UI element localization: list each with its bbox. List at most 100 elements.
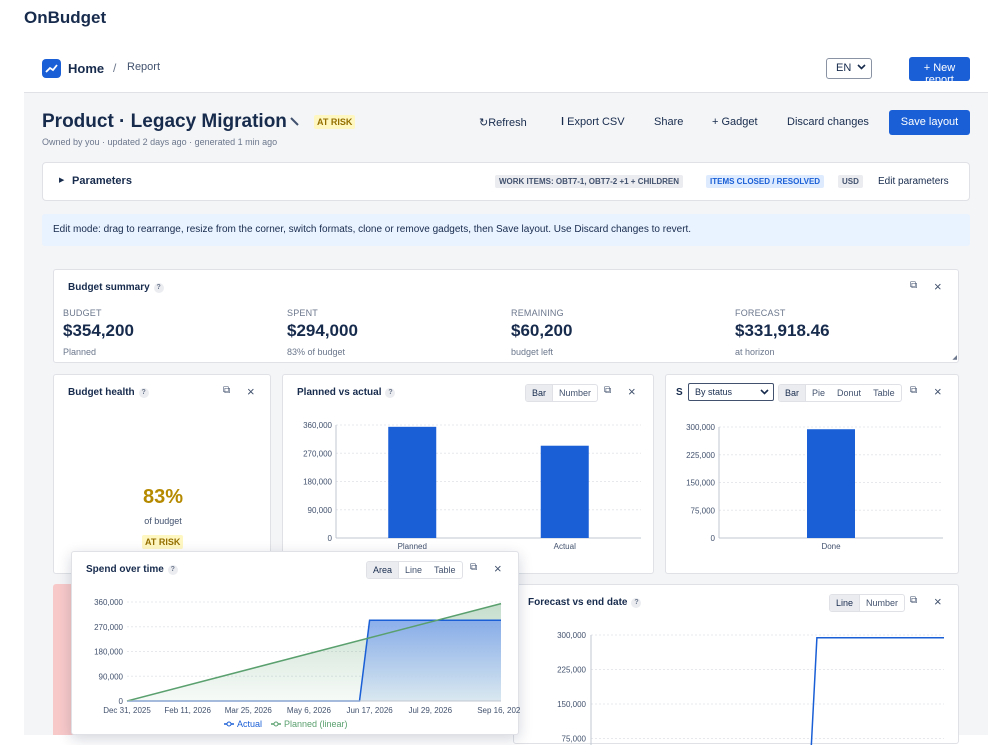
refresh-icon: ↻ [479, 117, 489, 129]
kpi-label: SPENT [287, 308, 319, 318]
help-icon[interactable]: ? [167, 565, 178, 575]
kpi-value: $331,918.46 [735, 321, 830, 340]
chip-work-items: WORK ITEMS: OBT7-1, OBT7-2 +1 + CHILDREN [495, 175, 684, 188]
discard-changes-button[interactable]: Discard changes [787, 116, 869, 128]
kpi-label: FORECAST [735, 308, 786, 318]
y-tick-label: 360,000 [94, 598, 123, 607]
legend-label-planned: Planned (linear) [284, 719, 348, 729]
y-tick-label: 270,000 [94, 623, 123, 632]
chip-items-closed: ITEMS CLOSED / RESOLVED [706, 175, 825, 188]
breadcrumb-home[interactable]: Home [68, 61, 105, 76]
new-report-button[interactable]: + New report [909, 57, 970, 86]
add-gadget-button[interactable]: + Gadget [712, 116, 758, 128]
format-bar[interactable]: Bar [526, 385, 554, 401]
format-line[interactable]: Line [830, 595, 861, 611]
format-table[interactable]: Table [434, 565, 456, 575]
y-tick-label: 90,000 [308, 506, 333, 515]
format-switch[interactable]: Area Line Table [366, 561, 463, 579]
edit-mode-info: Edit mode: drag to rearrange, resize fro… [42, 214, 970, 246]
language-select[interactable]: EN [826, 58, 872, 79]
kpi-value: $354,200 [63, 321, 134, 340]
format-line[interactable]: Line [405, 565, 423, 575]
clone-icon[interactable]: ⧉ [910, 385, 918, 396]
close-icon[interactable]: × [247, 384, 255, 399]
format-number[interactable]: Number [559, 388, 592, 398]
clone-icon[interactable]: ⧉ [604, 385, 612, 396]
clone-icon[interactable]: ⧉ [470, 562, 478, 573]
status-card[interactable]: S By status Bar Pie Donut Table ⧉ × 300,… [665, 374, 959, 574]
app-title: OnBudget [24, 8, 107, 27]
edit-parameters-button[interactable]: Edit parameters [878, 176, 949, 187]
budget-summary-card[interactable]: Budget summary? ⧉ × BUDGET $354,200 Plan… [53, 269, 959, 363]
kpi-value: $294,000 [287, 321, 358, 340]
format-switch[interactable]: Line Number [829, 594, 906, 612]
x-tick-label: Dec 31, 2025 [103, 706, 151, 715]
clone-icon[interactable]: ⧉ [910, 595, 918, 606]
kpi-remaining: REMAINING $60,200 budget left [511, 308, 572, 357]
format-area[interactable]: Area [367, 562, 400, 578]
trending-chart-icon[interactable] [42, 59, 61, 78]
help-icon[interactable]: ? [631, 598, 642, 608]
chevron-down-icon [760, 389, 769, 395]
y-tick-label: 0 [119, 697, 124, 706]
x-tick-label: Mar 25, 2026 [225, 706, 273, 715]
y-tick-label: 90,000 [99, 672, 124, 681]
close-icon[interactable]: × [494, 561, 502, 576]
y-tick-label: 225,000 [686, 451, 715, 460]
format-donut[interactable]: Donut [837, 388, 862, 398]
kpi-sub: budget left [511, 347, 554, 357]
y-tick-label: 75,000 [691, 506, 716, 515]
kpi-sub: at horizon [735, 347, 775, 357]
format-switch[interactable]: Bar Number [525, 384, 599, 402]
clone-icon[interactable]: ⧉ [223, 385, 231, 396]
refresh-button[interactable]: ↻Refresh [479, 117, 527, 129]
actual-area [127, 620, 501, 701]
x-tick-label: Actual [554, 542, 576, 551]
x-tick-label: Done [821, 542, 841, 551]
format-bar[interactable]: Bar [779, 385, 807, 401]
planned-vs-actual-card[interactable]: Planned vs actual? Bar Number ⧉ × 360,00… [282, 374, 654, 574]
save-layout-button[interactable]: Save layout [889, 110, 970, 135]
edit-pencil-icon[interactable] [290, 117, 299, 126]
expand-caret-icon[interactable]: ▶ [59, 177, 65, 184]
card-title: Budget health? [68, 387, 149, 398]
legend-marker-planned [273, 721, 279, 727]
close-icon[interactable]: × [934, 279, 942, 294]
y-tick-label: 0 [328, 534, 333, 543]
format-number[interactable]: Number [866, 598, 899, 608]
close-icon[interactable]: × [628, 384, 636, 399]
y-tick-label: 300,000 [686, 423, 715, 432]
clone-icon[interactable]: ⧉ [910, 280, 918, 291]
y-tick-label: 360,000 [303, 421, 332, 430]
spend-over-time-card[interactable]: Spend over time? Area Line Table ⧉ × 360… [71, 551, 520, 735]
export-csv-button[interactable]: ǀ Export CSV [561, 116, 625, 128]
help-icon[interactable]: ? [138, 388, 149, 398]
group-by-select[interactable]: By status [688, 383, 774, 401]
card-title: Forecast vs end date? [528, 597, 642, 608]
help-icon[interactable]: ? [385, 388, 396, 398]
close-icon[interactable]: × [934, 594, 942, 609]
report-workarea: Product · Legacy Migration AT RISK Owned… [24, 93, 988, 745]
forecast-vs-end-card[interactable]: Forecast vs end date? Line Number ⧉ × 30… [513, 584, 959, 745]
format-switch[interactable]: Bar Pie Donut Table [778, 384, 902, 402]
format-pie[interactable]: Pie [812, 388, 826, 398]
help-icon[interactable]: ? [153, 283, 164, 293]
budget-health-card[interactable]: Budget health? ⧉ × 83% of budget AT RISK [53, 374, 271, 574]
chart-budget-health [54, 375, 55, 376]
legend-marker-actual [226, 721, 232, 727]
x-tick-label: May 6, 2026 [287, 706, 332, 715]
status-badge: AT RISK [314, 115, 356, 129]
y-tick-label: 270,000 [303, 449, 332, 458]
kpi-budget: BUDGET $354,200 Planned [63, 308, 134, 357]
resize-handle-icon[interactable]: ◢ [952, 355, 957, 361]
legend-label-actual: Actual [237, 719, 262, 729]
y-tick-label: 300,000 [557, 631, 586, 640]
kpi-label: BUDGET [63, 308, 102, 318]
format-table[interactable]: Table [873, 388, 895, 398]
y-tick-label: 0 [711, 534, 716, 543]
kpi-value: $60,200 [511, 321, 573, 340]
share-button[interactable]: Share [654, 116, 684, 128]
parameters-label[interactable]: Parameters [72, 175, 132, 187]
close-icon[interactable]: × [934, 384, 942, 399]
kpi-label: REMAINING [511, 308, 564, 318]
